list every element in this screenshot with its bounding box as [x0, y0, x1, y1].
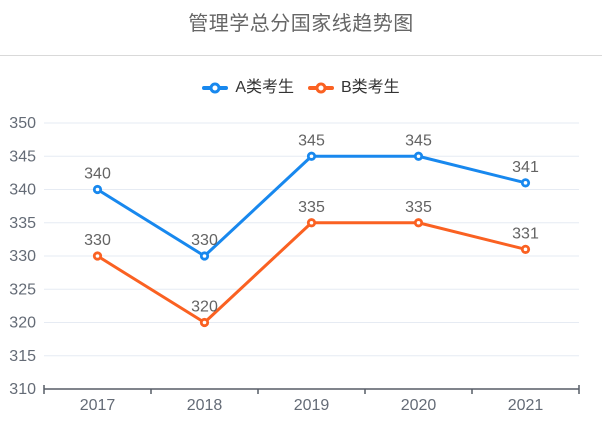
x-axis-label: 2021 [508, 397, 544, 414]
data-point-b-2020[interactable] [413, 218, 424, 228]
title-divider [0, 55, 602, 56]
data-label: 320 [191, 299, 218, 316]
legend-circle-icon [315, 82, 327, 94]
data-label: 341 [512, 159, 539, 176]
y-axis-label: 340 [9, 182, 36, 199]
data-point-b-2018[interactable] [199, 317, 210, 328]
legend: A类考生 B类考生 [0, 78, 602, 98]
legend-label-a-class: A类考生 [235, 79, 294, 96]
y-axis-label: 330 [9, 248, 36, 265]
legend-item-b-class[interactable]: B类考生 [308, 78, 400, 98]
data-point-a-2018[interactable] [199, 251, 210, 261]
data-point-a-2020[interactable] [413, 151, 424, 161]
legend-circle-icon [209, 82, 221, 94]
legend-item-a-class[interactable]: A类考生 [202, 78, 294, 98]
data-label: 330 [84, 232, 111, 249]
y-axis-label: 325 [9, 281, 36, 298]
line-series-marker-icon [202, 81, 229, 95]
data-label: 330 [191, 232, 218, 249]
data-point-b-2017[interactable] [92, 251, 103, 261]
y-axis-label: 335 [9, 215, 36, 232]
data-point-a-2017[interactable] [92, 184, 103, 195]
data-point-a-2021[interactable] [520, 178, 531, 188]
data-label: 345 [405, 132, 432, 149]
y-axis-label: 320 [9, 315, 36, 332]
y-axis-label: 350 [9, 115, 36, 132]
data-label: 335 [298, 199, 325, 216]
data-label: 335 [405, 199, 432, 216]
y-axis-label: 345 [9, 148, 36, 165]
data-label: 331 [512, 225, 539, 242]
data-label: 340 [84, 166, 111, 183]
y-axis-label: 310 [9, 381, 36, 398]
data-point-b-2021[interactable] [520, 244, 531, 254]
chart-title: 管理学总分国家线趋势图 [188, 13, 414, 35]
x-axis-label: 2019 [294, 397, 330, 414]
legend-label-b-class: B类考生 [341, 79, 400, 96]
series-line-b-class [96, 221, 527, 324]
line-series-marker-icon [308, 81, 334, 95]
data-point-a-2019[interactable] [306, 151, 317, 161]
data-point-b-2019[interactable] [306, 218, 317, 228]
data-label: 345 [298, 132, 325, 149]
x-axis-label: 2018 [187, 397, 223, 414]
x-axis-label: 2017 [80, 397, 116, 414]
y-axis-label: 315 [9, 348, 36, 365]
x-axis-label: 2020 [401, 397, 437, 414]
